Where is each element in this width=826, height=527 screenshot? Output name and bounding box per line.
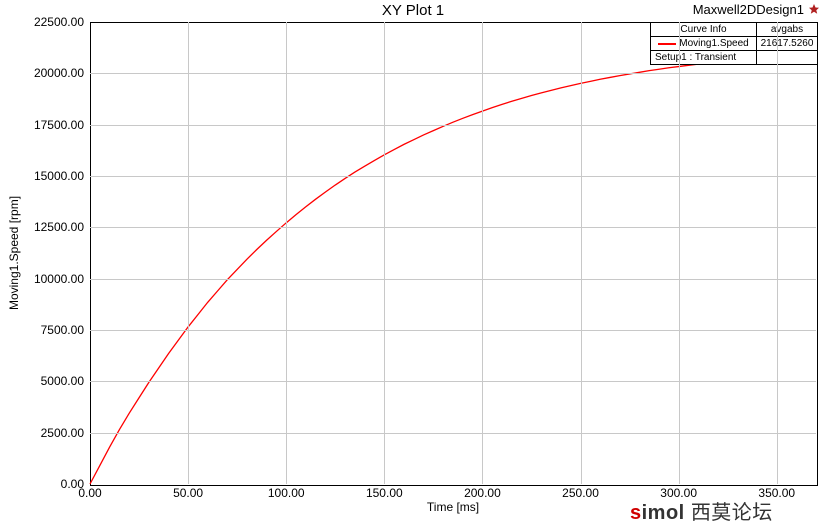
legend-setup-text: Setup1 : Transient [651,51,757,64]
grid-line-horizontal [90,73,816,74]
grid-line-horizontal [90,279,816,280]
curve-layer [0,0,826,527]
grid-line-horizontal [90,125,816,126]
y-tick-label: 10000.00 [24,272,84,286]
watermark: simol 西莫论坛 [630,496,773,525]
series-curve [90,54,816,484]
grid-line-horizontal [90,433,816,434]
legend-swatch [658,43,676,45]
grid-line-vertical [679,22,680,484]
legend-series-name: Moving1.Speed [651,37,757,51]
y-tick-label: 12500.00 [24,220,84,234]
x-tick-label: 350.00 [758,486,795,500]
grid-line-vertical [286,22,287,484]
x-axis-label: Time [ms] [427,500,479,514]
legend-header-curve-info: Curve Info [651,23,757,37]
y-tick-label: 22500.00 [24,15,84,29]
y-tick-label: 15000.00 [24,169,84,183]
y-axis-label: Moving1.Speed [rpm] [7,196,21,310]
y-tick-label: 20000.00 [24,66,84,80]
y-tick-label: 0.00 [24,477,84,491]
watermark-cn: 西莫论坛 [691,502,773,524]
y-tick-label: 7500.00 [24,323,84,337]
grid-line-horizontal [90,227,816,228]
watermark-s: s [630,502,642,524]
grid-line-horizontal [90,176,816,177]
grid-line-vertical [188,22,189,484]
watermark-rest: imol [642,502,685,524]
legend-box: Curve Info avgabs Moving1.Speed 21617.52… [650,22,818,65]
legend-empty-cell [757,51,817,64]
legend-header-avgabs: avgabs [757,23,817,37]
y-tick-label: 2500.00 [24,426,84,440]
y-tick-label: 17500.00 [24,118,84,132]
x-tick-label: 150.00 [366,486,403,500]
x-tick-label: 200.00 [464,486,501,500]
grid-line-horizontal [90,330,816,331]
grid-line-vertical [482,22,483,484]
y-tick-label: 5000.00 [24,374,84,388]
x-tick-label: 100.00 [268,486,305,500]
grid-line-vertical [581,22,582,484]
legend-series-text: Moving1.Speed [679,38,749,49]
legend-avgabs-value: 21617.5260 [757,37,817,51]
x-tick-label: 300.00 [660,486,697,500]
x-tick-label: 250.00 [562,486,599,500]
grid-line-horizontal [90,381,816,382]
x-tick-label: 50.00 [173,486,203,500]
grid-line-vertical [384,22,385,484]
grid-line-vertical [777,22,778,484]
